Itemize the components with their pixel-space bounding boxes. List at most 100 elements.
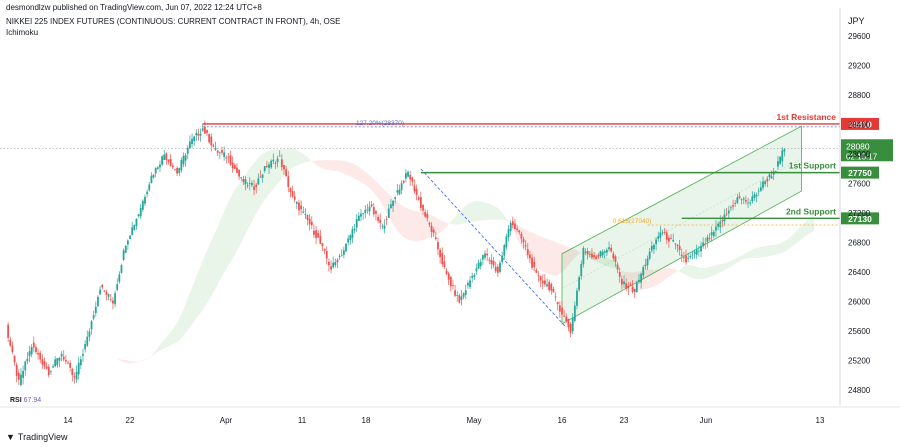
candle-body [759,187,762,191]
candle [777,155,779,170]
cloud-segment [692,265,695,279]
cloud-segment [763,246,766,258]
candle-body [236,167,238,173]
cloud-segment [792,232,796,246]
cloud-segment [142,359,145,361]
candle-body [732,205,734,207]
support1-label: 1st Support [789,161,836,171]
cloud-segment [187,292,190,330]
candle-body [496,266,499,273]
candle-body [169,159,172,167]
bar-countdown: 02:15:17 [846,152,878,161]
candle-body [672,239,675,242]
candle [745,195,747,205]
candle [28,345,31,363]
candle-body [689,255,692,258]
candle-body [606,249,608,253]
candle-body [522,239,525,243]
candle [404,169,407,183]
tv-logo-text: TradingView [17,432,68,442]
candle-body [144,196,146,204]
candle [437,237,439,256]
candle [627,281,630,295]
candle [118,271,121,284]
candle-body [225,157,228,159]
x-tick-label: 23 [620,416,629,425]
candle-body [94,306,97,314]
candle-body [302,211,305,213]
cloud-segment [455,214,458,225]
candle [272,153,275,165]
candle [477,259,480,270]
cloud-segment [715,264,719,275]
candle-body [565,316,568,322]
candle-body [668,237,670,242]
candle [402,180,405,184]
candle [608,241,610,252]
cloud-segment [277,149,280,184]
tradingview-logo[interactable]: ▼ TradingView [6,432,67,442]
cloud-segment [305,155,308,163]
cloud-segment [292,148,295,168]
x-tick-label: 18 [362,416,371,425]
candle-body [753,194,756,198]
candle-body [456,294,459,296]
cloud-segment [224,206,227,273]
candle [409,171,412,186]
candle [396,184,399,196]
cloud-segment [119,359,122,362]
candle-body [419,197,422,208]
candle-body [71,369,74,376]
candle [595,254,598,260]
cloud-segment [737,256,740,263]
channel-midline [561,158,802,289]
candle [180,157,183,173]
candle [133,224,136,231]
candle-body [404,173,407,179]
y-tick-label: 24800 [848,386,871,395]
cloud-segment [352,163,355,179]
cloud-segment [801,223,804,240]
candle-body [593,255,595,258]
candle [39,350,42,364]
cloud-segment [671,268,674,276]
candle [197,128,200,141]
candle-body [218,152,221,154]
candle [32,336,35,352]
candle [680,248,683,263]
cloud-segment [85,358,88,360]
candle [276,155,279,168]
candle [17,369,20,386]
cloud-segment [790,234,793,248]
candle [710,226,713,242]
candle [757,187,760,196]
cloud-segment [532,232,535,266]
cloud-segment [403,206,406,239]
candle-body [229,155,232,165]
x-tick-label: 16 [558,416,567,425]
candle-body [75,371,78,380]
candle [749,199,752,206]
candle [383,219,386,234]
cloud-segment [350,162,353,178]
candle [302,206,305,214]
cloud-segment [318,160,321,168]
candle [97,295,99,308]
cloud-segment [307,157,310,162]
candle-body [558,305,561,312]
cloud-segment [373,179,376,196]
candle [464,284,467,300]
candle [663,227,666,235]
candle [558,301,561,318]
candle [191,133,193,148]
candle [730,205,732,212]
candle [287,170,290,193]
candle [439,247,442,264]
cloud-segment [260,153,263,207]
cloud-segment [168,332,171,347]
cloud-segment [410,209,413,241]
resistance-price-tag: 28410 [848,119,872,129]
support2-fib-label: 0.618(27040) [613,218,652,225]
cloud-segment [681,266,684,275]
